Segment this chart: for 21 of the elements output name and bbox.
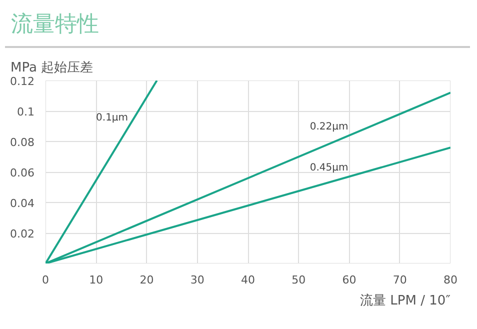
- x-tick-label: 0: [42, 274, 49, 287]
- y-tick-label: 0.08: [10, 136, 35, 150]
- y-axis-title: MPa 起始压差: [10, 60, 94, 76]
- series-label: 0.45μm: [310, 162, 348, 174]
- y-tick-label: 0.1: [17, 106, 35, 119]
- series-label: 0.1μm: [96, 112, 128, 124]
- x-axis-title: 流量 LPM / 10″: [360, 292, 451, 309]
- y-tick-label: 0.04: [10, 197, 35, 210]
- x-tick-label: 70: [392, 274, 407, 287]
- series-label: 0.22μm: [310, 122, 348, 133]
- x-tick-label: 60: [342, 274, 356, 287]
- x-tick-label: 50: [292, 274, 306, 287]
- x-tick-label: 10: [89, 274, 104, 287]
- y-tick-label: 0.06: [10, 166, 35, 180]
- x-tick-label: 20: [140, 274, 154, 287]
- y-tick-label: 0.02: [10, 228, 35, 241]
- x-tick-label: 40: [241, 274, 255, 287]
- x-tick-label: 30: [190, 274, 204, 287]
- x-tick-label: 80: [444, 274, 458, 287]
- y-tick-label: 0.12: [10, 75, 35, 88]
- chart-title: 流量特性: [11, 11, 99, 39]
